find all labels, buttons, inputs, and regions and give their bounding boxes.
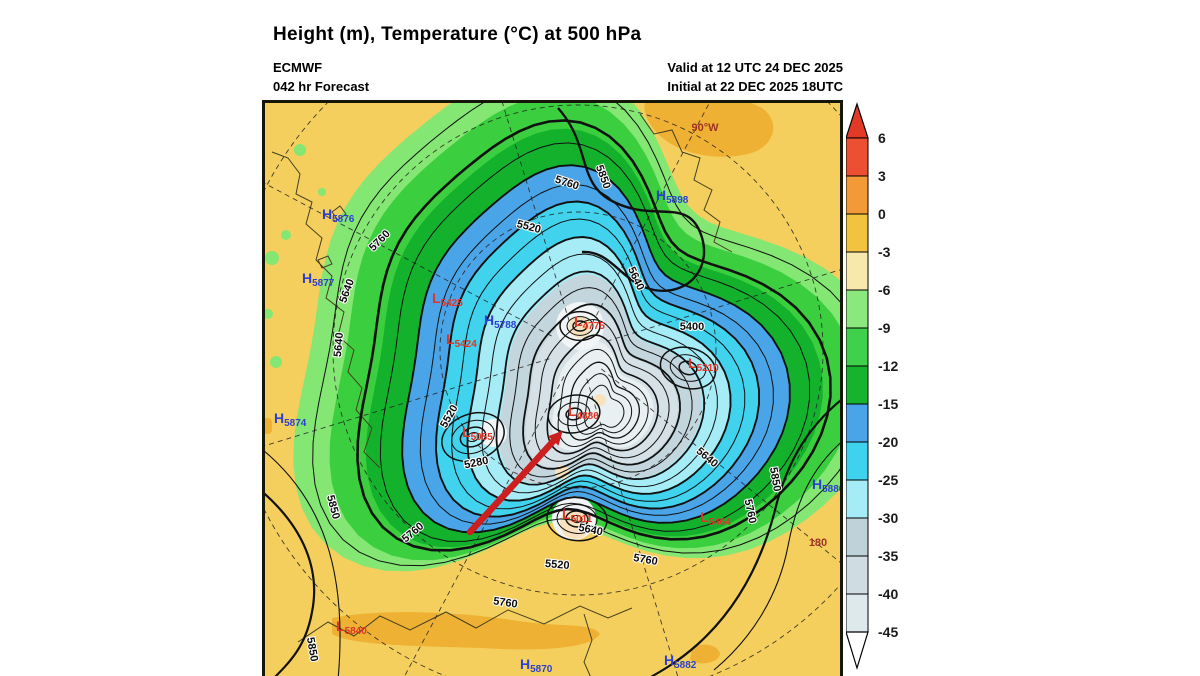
high-center-label: H5874 bbox=[274, 410, 307, 429]
high-center-label: H5877 bbox=[302, 270, 335, 289]
colorbar-segment bbox=[845, 137, 869, 177]
high-center-label: H5880 bbox=[812, 476, 843, 495]
contour-label: 5520 bbox=[545, 558, 570, 572]
low-center-label: L5424 bbox=[446, 331, 477, 350]
colorbar-tick-label: 3 bbox=[878, 168, 886, 184]
colorbar-tick-label: -9 bbox=[878, 320, 891, 336]
colorbar-tick-label: 6 bbox=[878, 130, 886, 146]
colorbar-segment bbox=[845, 593, 869, 633]
low-center-label: L5464 bbox=[700, 509, 731, 528]
page-title: Height (m), Temperature (°C) at 500 hPa bbox=[273, 24, 642, 45]
colorbar-segment bbox=[845, 403, 869, 443]
colorbar-tick-label: -20 bbox=[878, 434, 898, 450]
colorbar-segment bbox=[845, 175, 869, 215]
high-center-label-layer: H5876 H5877 H5874 H5788 H5898 H5880 H5882 H5870 bbox=[274, 187, 845, 675]
colorbar-segment bbox=[845, 251, 869, 291]
low-center-label-layer: L5425 L5424 L4775 L5210 L4886 L5055 L5011 L5464… bbox=[336, 290, 731, 637]
contour-label: 5280 bbox=[463, 455, 489, 472]
high-center-label: H5882 bbox=[664, 652, 697, 671]
colorbar-tick-label: 0 bbox=[878, 206, 886, 222]
colorbar-tick-label: -6 bbox=[878, 282, 891, 298]
colorbar-segment bbox=[845, 555, 869, 595]
contour-label: 5850 bbox=[767, 466, 783, 492]
height-contour-layer bbox=[257, 78, 872, 676]
colorbar-arrow-down-icon bbox=[845, 631, 869, 671]
colorbar-tick-label: -40 bbox=[878, 586, 898, 602]
colorbar-tick-label: -25 bbox=[878, 472, 898, 488]
low-center-label: L5840 bbox=[336, 618, 367, 637]
high-center-label: H5870 bbox=[520, 656, 553, 675]
contour-label: 5760 bbox=[632, 552, 658, 568]
low-center-label: L5425 bbox=[432, 290, 463, 309]
colorbar-segment bbox=[845, 441, 869, 481]
colorbar-segment bbox=[845, 327, 869, 367]
high-center-label: H5876 bbox=[322, 206, 355, 225]
initial-time: Initial at 22 DEC 2025 18UTC bbox=[667, 79, 843, 94]
colorbar-tick-label: -3 bbox=[878, 244, 891, 260]
contour-label: 5400 bbox=[680, 321, 704, 333]
colorbar-segment bbox=[845, 479, 869, 519]
low-center-label: L4775 bbox=[574, 313, 605, 332]
contour-label: 5850 bbox=[304, 636, 320, 662]
contour-label: 5760 bbox=[492, 595, 518, 610]
model-name: ECMWF bbox=[273, 60, 323, 75]
colorbar-arrow-up-icon bbox=[845, 102, 869, 139]
map-frame: 5760 5640 5640 5520 5760 5850 5640 5400 5640 5760… bbox=[166, 0, 990, 676]
speckle-layer bbox=[263, 144, 795, 423]
colorbar-tick-label: -45 bbox=[878, 624, 898, 640]
forecast-hour: 042 hr Forecast bbox=[273, 79, 370, 94]
temperature-colorbar: 6 3 0 -3 -6 -9 -12 -15 -20 -25 -30 -35 -40 -45 bbox=[845, 102, 966, 676]
colorbar-segment bbox=[845, 289, 869, 329]
colorbar-tick-label: -30 bbox=[878, 510, 898, 526]
low-center-label: L5011 bbox=[562, 506, 593, 525]
colorbar-tick-label: -35 bbox=[878, 548, 898, 564]
high-center-label: H5788 bbox=[484, 312, 517, 331]
annotation-arrowhead-icon bbox=[548, 430, 563, 446]
meridian-label: 90°W bbox=[691, 122, 719, 134]
high-center-label: H5898 bbox=[656, 187, 689, 206]
low-center-label: L5055 bbox=[462, 424, 493, 443]
annotation-arrow-icon bbox=[466, 434, 560, 536]
valid-time: Valid at 12 UTC 24 DEC 2025 bbox=[667, 60, 843, 75]
colorbar-segment bbox=[845, 213, 869, 253]
meridian-label: 180 bbox=[809, 537, 827, 549]
temperature-scale: 6 3 0 -3 -6 -9 -12 -15 -20 -25 -30 -35 -40 -45 bbox=[845, 102, 898, 671]
colorbar-segment bbox=[845, 517, 869, 557]
low-center-label: L4886 bbox=[568, 403, 599, 422]
colorbar-tick-label: -12 bbox=[878, 358, 898, 374]
colorbar-tick-label: -15 bbox=[878, 396, 898, 412]
coastline-layer bbox=[271, 113, 733, 676]
low-center-label: L5210 bbox=[688, 355, 719, 374]
contour-label: 5640 bbox=[332, 332, 346, 357]
map-border bbox=[262, 100, 843, 676]
colorbar-segment bbox=[845, 365, 869, 405]
